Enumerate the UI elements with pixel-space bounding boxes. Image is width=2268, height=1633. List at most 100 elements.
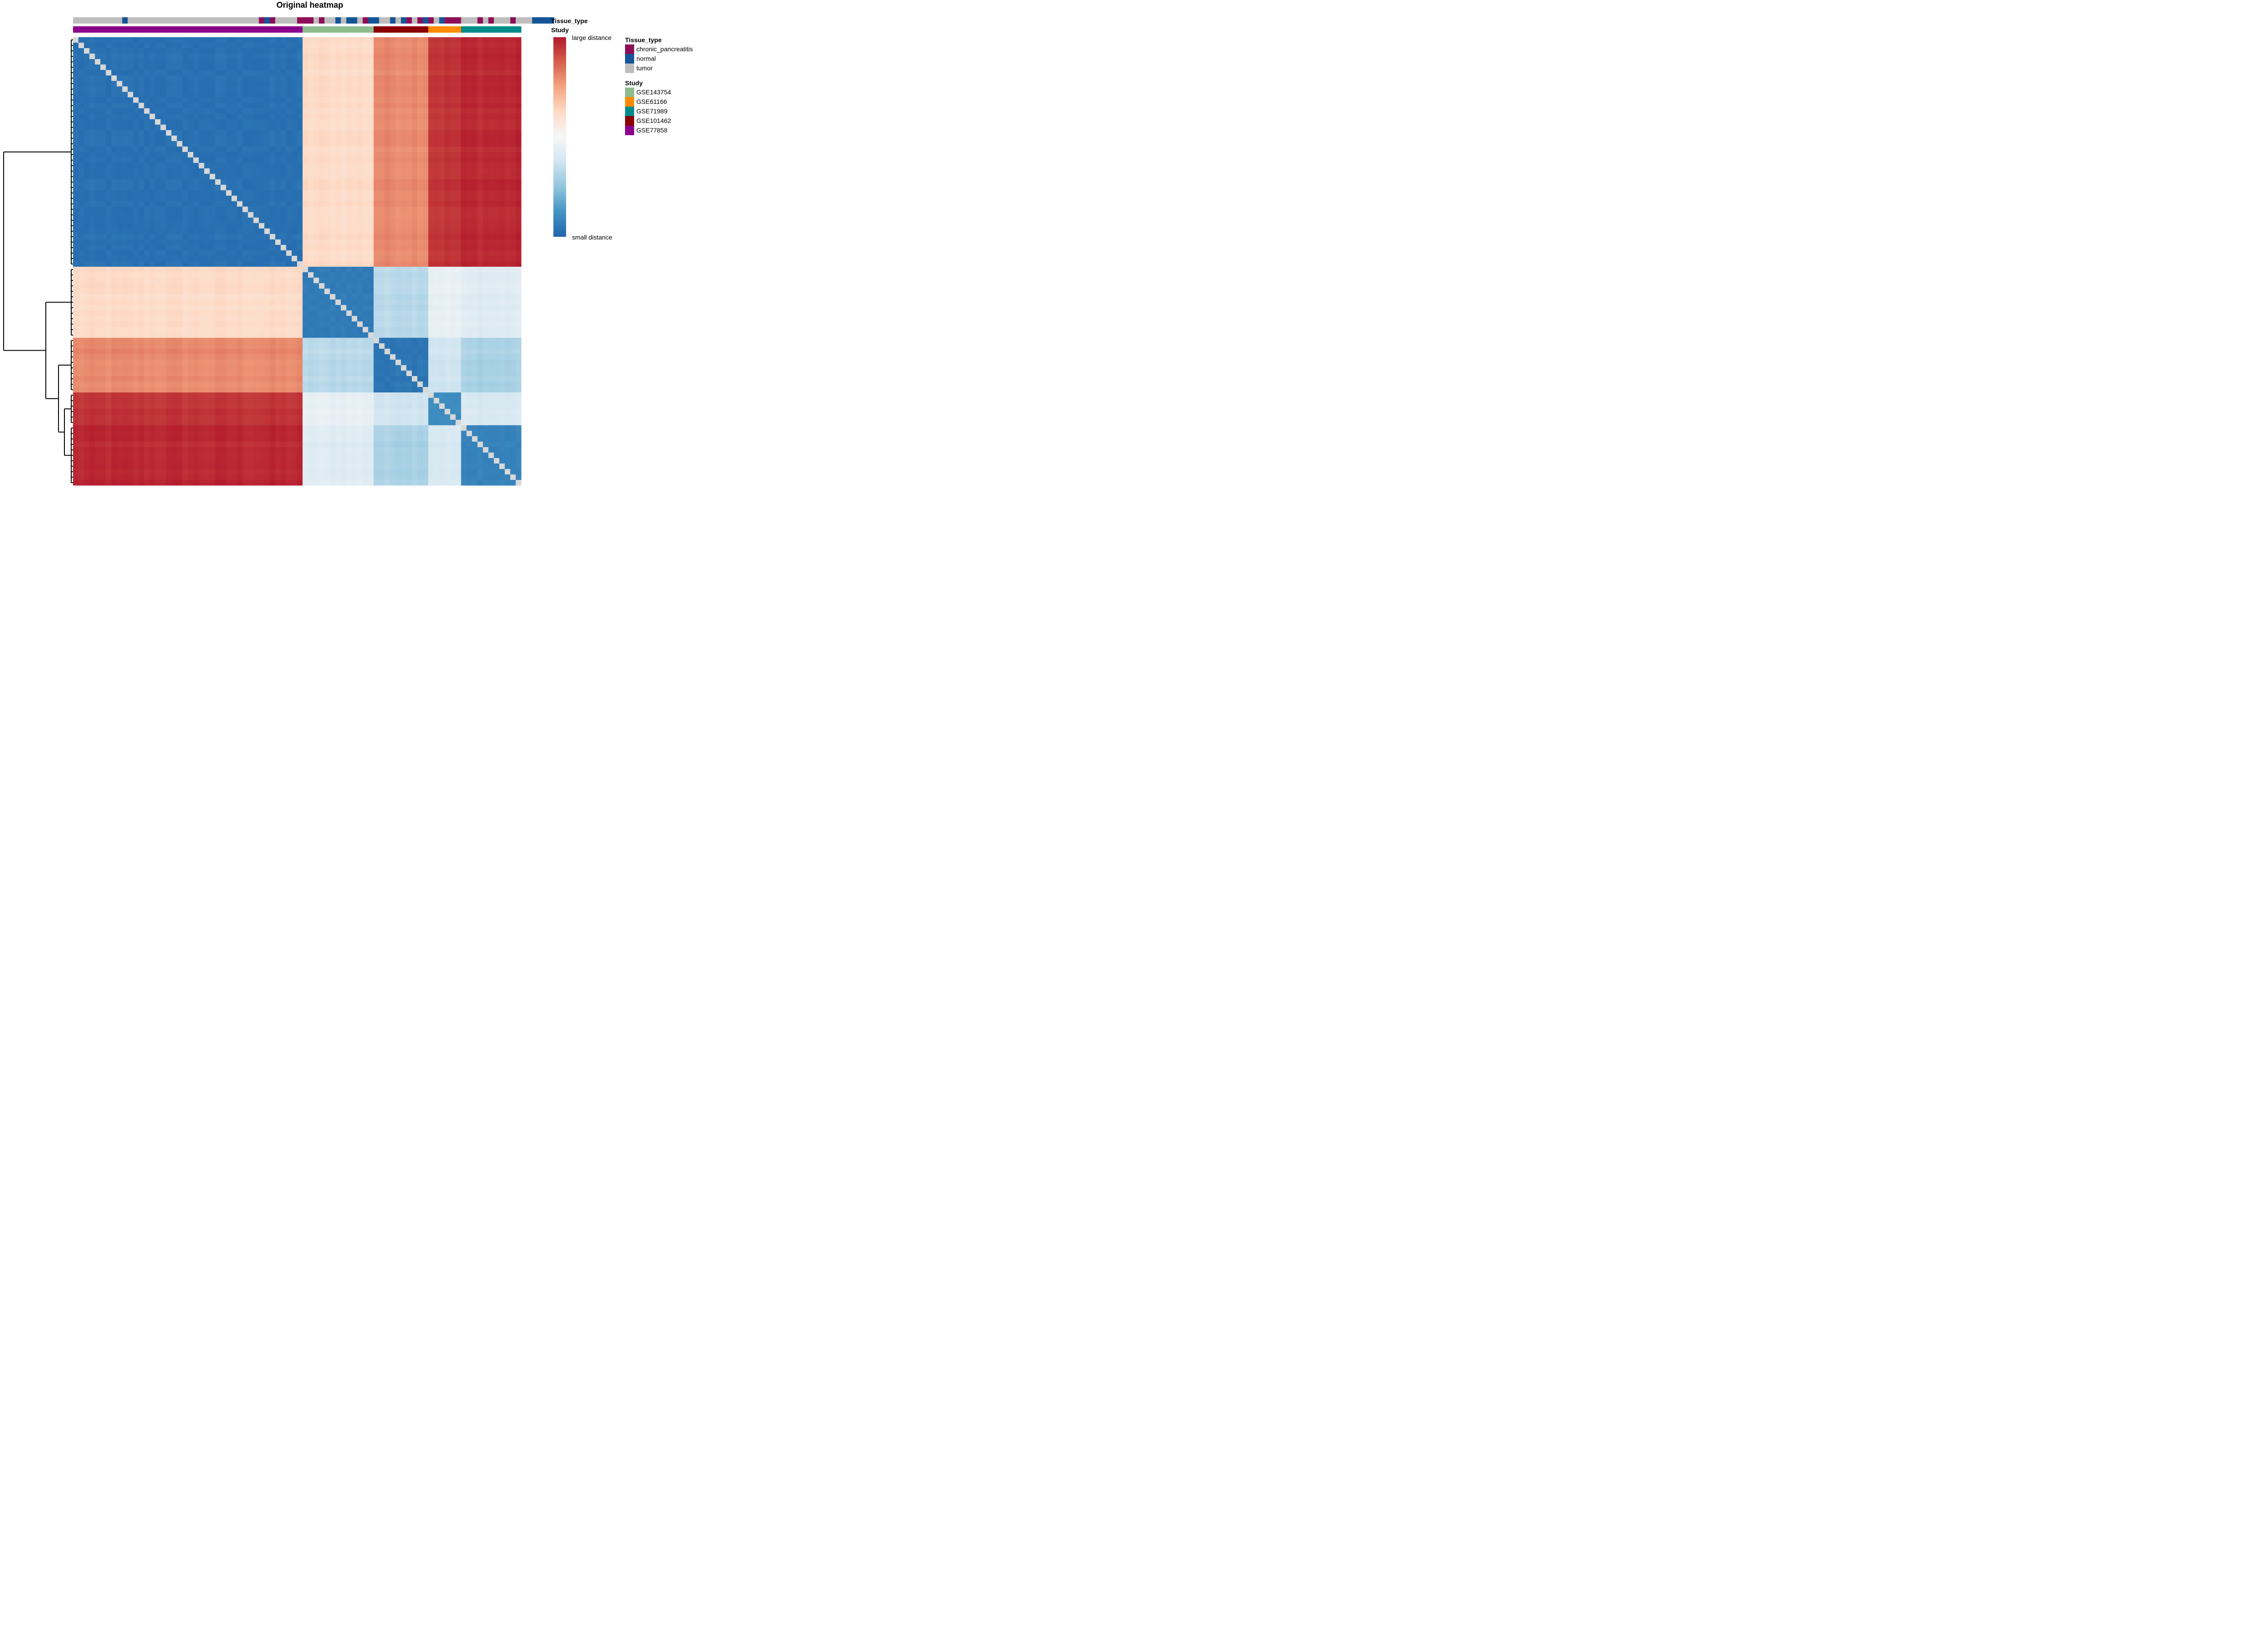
heatmap-cell	[259, 135, 265, 142]
heatmap-cell	[122, 179, 128, 185]
heatmap-cell	[488, 267, 494, 273]
heatmap-cell	[445, 327, 450, 333]
heatmap-cell	[182, 321, 188, 327]
heatmap-cell	[166, 43, 172, 49]
heatmap-cell	[199, 163, 205, 169]
heatmap-cell	[122, 348, 128, 355]
heatmap-cell	[488, 234, 494, 240]
heatmap-cell	[434, 130, 440, 136]
heatmap-cell	[445, 310, 450, 316]
heatmap-cell	[499, 327, 505, 333]
heatmap-cell	[160, 64, 166, 70]
study-annotation-cell	[204, 26, 210, 33]
heatmap-cell	[275, 75, 281, 81]
heatmap-cell	[504, 327, 511, 333]
study-annotation-cell	[73, 26, 79, 33]
heatmap-cell	[455, 272, 461, 278]
heatmap-cell	[379, 86, 385, 92]
heatmap-cell	[494, 272, 500, 278]
heatmap-cell	[455, 59, 461, 65]
heatmap-cell	[477, 206, 484, 212]
heatmap-cell	[445, 288, 450, 294]
heatmap-cell	[166, 59, 172, 65]
heatmap-cell	[226, 337, 232, 344]
heatmap-cell	[434, 59, 440, 65]
heatmap-cell	[313, 103, 319, 109]
heatmap-cell	[341, 332, 347, 338]
heatmap-cell	[390, 135, 396, 142]
heatmap-cell	[439, 283, 445, 289]
heatmap-cell	[117, 354, 122, 360]
heatmap-cell	[84, 278, 90, 284]
heatmap-cell	[313, 305, 319, 311]
heatmap-cell	[319, 81, 325, 87]
heatmap-cell	[220, 37, 226, 43]
heatmap-cell	[269, 305, 276, 311]
heatmap-cell	[215, 354, 221, 360]
heatmap-cell	[319, 37, 325, 43]
heatmap-cell	[406, 255, 412, 262]
tissue-annotation-cell	[264, 17, 270, 24]
heatmap-cell	[127, 81, 133, 87]
heatmap-cell	[286, 299, 292, 305]
heatmap-cell	[242, 86, 248, 92]
tissue-annotation-cell	[384, 17, 391, 24]
heatmap-cell	[144, 113, 150, 120]
heatmap-cell	[182, 97, 188, 103]
heatmap-cell	[341, 130, 347, 136]
heatmap-cell	[434, 337, 440, 344]
heatmap-cell	[171, 113, 177, 120]
heatmap-cell	[324, 217, 330, 224]
heatmap-cell	[144, 250, 150, 256]
heatmap-cell	[494, 113, 500, 120]
heatmap-cell	[280, 272, 287, 278]
heatmap-cell	[133, 283, 139, 289]
heatmap-cell	[204, 64, 210, 70]
heatmap-cell	[335, 310, 341, 316]
heatmap-cell	[379, 305, 385, 311]
heatmap-cell	[483, 288, 489, 294]
heatmap-cell	[406, 228, 412, 235]
heatmap-cell	[445, 75, 450, 81]
heatmap-cell	[286, 157, 292, 163]
heatmap-cell	[166, 163, 172, 169]
heatmap-cell	[242, 316, 248, 322]
heatmap-cells	[73, 37, 522, 486]
heatmap-cell	[423, 48, 429, 54]
heatmap-cell	[291, 97, 298, 103]
heatmap-cell	[78, 343, 84, 349]
heatmap-cell	[160, 86, 166, 92]
heatmap-cell	[324, 337, 330, 344]
heatmap-cell	[439, 179, 445, 185]
heatmap-cell	[499, 141, 505, 147]
heatmap-cell	[406, 92, 412, 98]
study-annotation-cell	[297, 26, 303, 33]
heatmap-cell	[84, 174, 90, 180]
heatmap-cell	[352, 152, 357, 158]
heatmap-cell	[144, 54, 150, 59]
heatmap-cell	[78, 337, 84, 344]
heatmap-cell	[417, 267, 423, 273]
heatmap-cell	[362, 70, 369, 76]
heatmap-cell	[412, 152, 418, 158]
heatmap-cell	[324, 54, 330, 59]
heatmap-cell	[242, 234, 248, 240]
heatmap-cell	[472, 179, 478, 185]
heatmap-cell	[428, 168, 434, 174]
heatmap-cell	[488, 179, 494, 185]
heatmap-cell	[193, 310, 199, 316]
study-annotation-cell	[450, 26, 456, 33]
heatmap-cell	[401, 278, 407, 284]
heatmap-cell	[384, 43, 391, 49]
heatmap-cell	[100, 141, 106, 147]
heatmap-cell	[515, 92, 522, 98]
heatmap-cell	[253, 217, 259, 224]
heatmap-cell	[439, 119, 445, 125]
heatmap-cell	[144, 283, 150, 289]
heatmap-cell	[215, 250, 221, 256]
heatmap-cell	[466, 343, 472, 349]
heatmap-cell	[417, 157, 423, 163]
heatmap-cell	[319, 228, 325, 235]
heatmap-cell	[423, 206, 429, 212]
heatmap-cell	[428, 130, 434, 136]
